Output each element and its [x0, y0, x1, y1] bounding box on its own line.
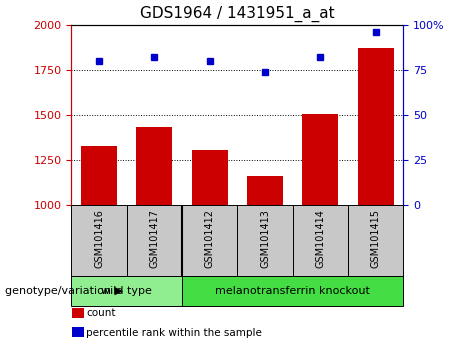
Text: GSM101416: GSM101416 [94, 209, 104, 268]
Text: GSM101417: GSM101417 [149, 209, 160, 268]
Bar [81, 146, 117, 205]
Text: melanotransferrin knockout: melanotransferrin knockout [215, 286, 370, 296]
Bar [247, 176, 283, 205]
Bar [293, 205, 348, 276]
Bar [136, 127, 172, 205]
Bar [358, 48, 394, 205]
Text: percentile rank within the sample: percentile rank within the sample [86, 328, 262, 338]
Title: GDS1964 / 1431951_a_at: GDS1964 / 1431951_a_at [140, 6, 335, 22]
Text: GSM101413: GSM101413 [260, 209, 270, 268]
Bar [182, 276, 403, 306]
Bar [182, 205, 237, 276]
Bar [71, 276, 182, 306]
Text: GSM101412: GSM101412 [205, 209, 215, 268]
Text: genotype/variation ▶: genotype/variation ▶ [5, 286, 123, 296]
Bar [192, 150, 228, 205]
Text: GSM101415: GSM101415 [371, 209, 381, 268]
Bar [348, 205, 403, 276]
Text: wild type: wild type [101, 286, 152, 296]
Bar [127, 205, 182, 276]
Bar [71, 205, 127, 276]
Bar [302, 114, 338, 205]
Text: count: count [86, 308, 116, 318]
Bar [237, 205, 293, 276]
Text: GSM101414: GSM101414 [315, 209, 325, 268]
